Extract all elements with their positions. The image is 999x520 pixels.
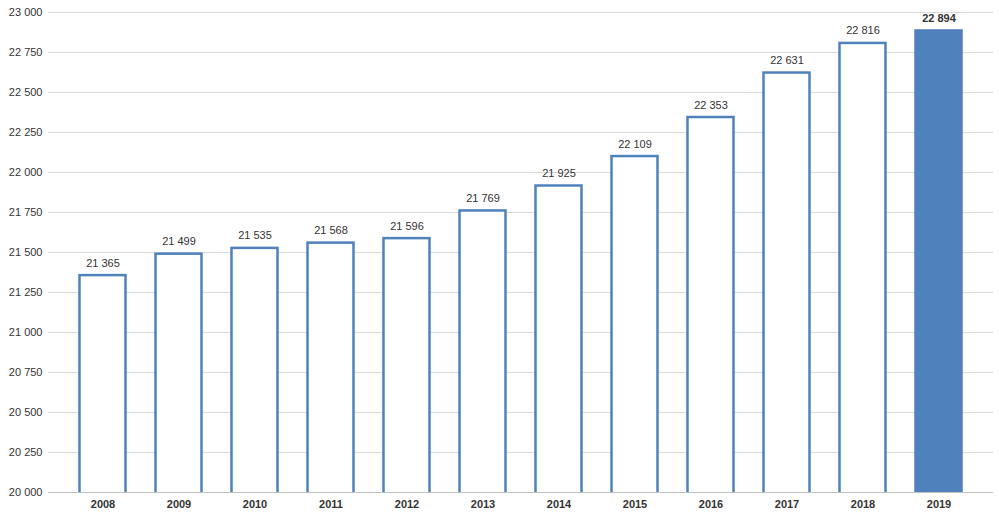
svg-text:22 109: 22 109 [618, 138, 652, 150]
svg-text:22 894: 22 894 [922, 12, 957, 24]
svg-text:22 250: 22 250 [9, 126, 43, 138]
svg-text:21 925: 21 925 [542, 167, 576, 179]
svg-text:2016: 2016 [699, 498, 723, 510]
svg-text:21 535: 21 535 [238, 229, 272, 241]
svg-text:22 000: 22 000 [9, 166, 43, 178]
svg-text:2013: 2013 [471, 498, 495, 510]
svg-text:2018: 2018 [851, 498, 875, 510]
svg-text:20 750: 20 750 [9, 366, 43, 378]
svg-text:21 250: 21 250 [9, 286, 43, 298]
svg-text:21 365: 21 365 [86, 257, 120, 269]
svg-text:2014: 2014 [547, 498, 572, 510]
svg-text:21 769: 21 769 [466, 192, 500, 204]
svg-text:20 250: 20 250 [9, 446, 43, 458]
svg-text:2010: 2010 [243, 498, 267, 510]
svg-text:21 750: 21 750 [9, 206, 43, 218]
svg-text:21 500: 21 500 [9, 246, 43, 258]
svg-text:2008: 2008 [91, 498, 115, 510]
svg-text:21 596: 21 596 [390, 220, 424, 232]
svg-text:20 000: 20 000 [9, 486, 43, 498]
svg-text:2009: 2009 [167, 498, 191, 510]
svg-text:22 750: 22 750 [9, 46, 43, 58]
svg-text:2017: 2017 [775, 498, 799, 510]
svg-text:2019: 2019 [927, 498, 951, 510]
svg-text:22 631: 22 631 [770, 54, 804, 66]
svg-text:21 568: 21 568 [314, 224, 348, 236]
svg-text:2012: 2012 [395, 498, 419, 510]
svg-text:21 000: 21 000 [9, 326, 43, 338]
svg-text:22 816: 22 816 [846, 24, 880, 36]
svg-text:23 000: 23 000 [9, 6, 43, 18]
svg-text:22 353: 22 353 [694, 99, 728, 111]
svg-text:20 500: 20 500 [9, 406, 43, 418]
svg-text:21 499: 21 499 [162, 235, 196, 247]
svg-text:22 500: 22 500 [9, 86, 43, 98]
svg-text:2015: 2015 [623, 498, 647, 510]
svg-text:2011: 2011 [319, 498, 343, 510]
